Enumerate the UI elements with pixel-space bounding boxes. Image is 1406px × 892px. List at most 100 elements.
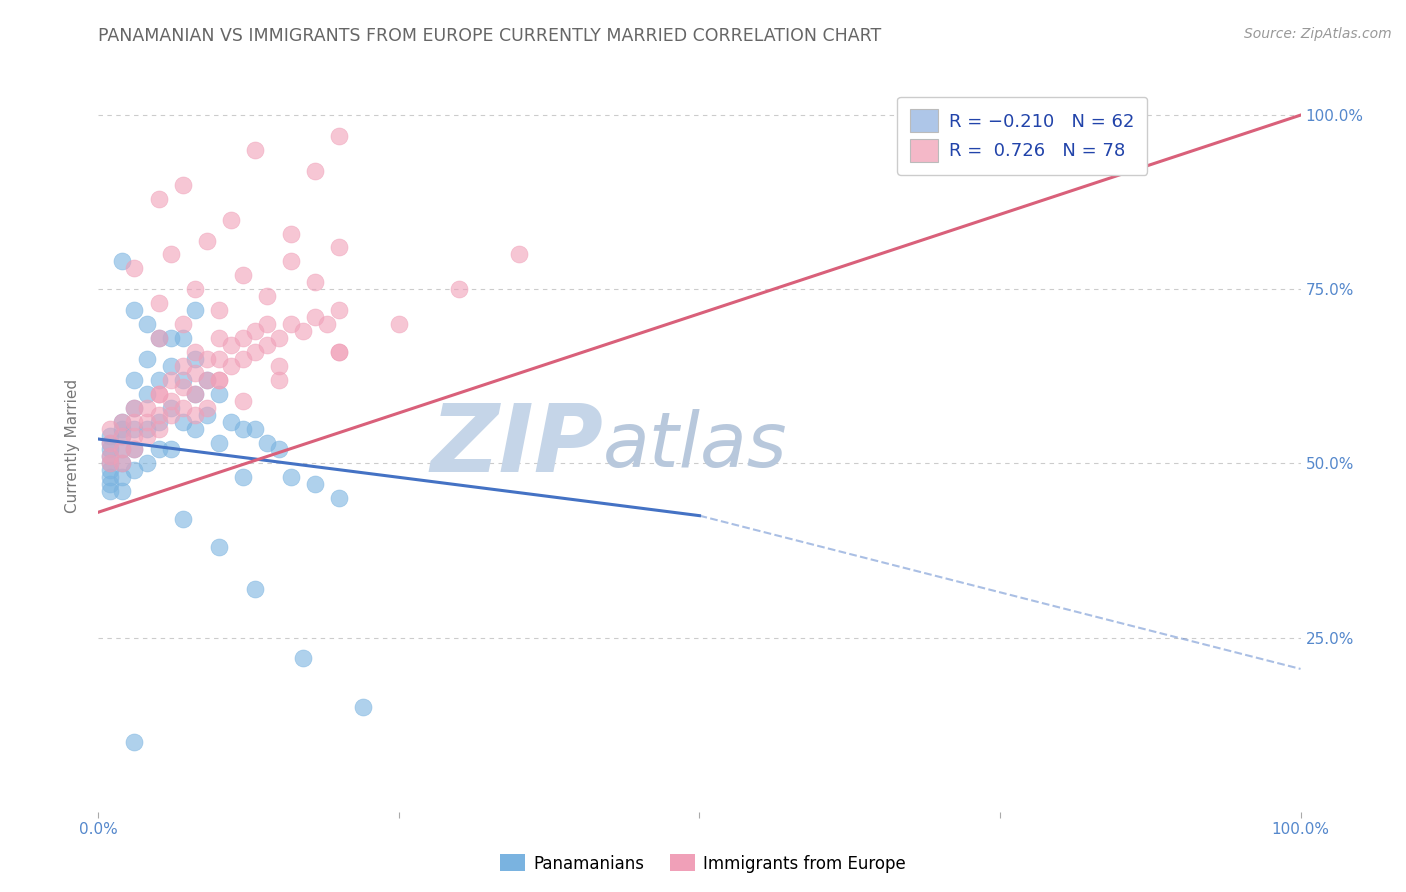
Point [124, 442, 146, 457]
Point [183, 282, 205, 296]
Point [124, 463, 146, 477]
Point [124, 428, 146, 442]
Point [100, 463, 122, 477]
Point [172, 359, 194, 373]
Point [280, 227, 302, 241]
Point [243, 582, 266, 596]
Point [124, 442, 146, 457]
Point [100, 457, 122, 471]
Legend: Panamanians, Immigrants from Europe: Panamanians, Immigrants from Europe [494, 847, 912, 880]
Point [172, 317, 194, 331]
Point [135, 401, 157, 415]
Point [148, 296, 170, 310]
Text: PANAMANIAN VS IMMIGRANTS FROM EUROPE CURRENTLY MARRIED CORRELATION CHART: PANAMANIAN VS IMMIGRANTS FROM EUROPE CUR… [98, 27, 882, 45]
Point [124, 373, 146, 387]
Point [304, 164, 326, 178]
Point [195, 408, 218, 422]
Point [195, 401, 218, 415]
Text: ZIP: ZIP [430, 400, 603, 492]
Point [328, 491, 350, 506]
Point [111, 484, 134, 499]
Point [280, 254, 302, 268]
Point [159, 331, 181, 345]
Point [267, 331, 290, 345]
Point [159, 373, 181, 387]
Point [291, 324, 314, 338]
Point [508, 247, 530, 261]
Point [328, 240, 350, 254]
Point [219, 415, 242, 429]
Point [148, 421, 170, 435]
Point [183, 303, 205, 318]
Point [159, 359, 181, 373]
Point [388, 317, 411, 331]
Point [183, 421, 205, 435]
Point [232, 331, 254, 345]
Point [280, 317, 302, 331]
Y-axis label: Currently Married: Currently Married [65, 379, 80, 513]
Point [328, 128, 350, 143]
Point [172, 512, 194, 526]
Point [172, 178, 194, 192]
Point [232, 421, 254, 435]
Point [124, 401, 146, 415]
Point [135, 421, 157, 435]
Point [111, 254, 134, 268]
Point [183, 386, 205, 401]
Point [208, 373, 231, 387]
Point [111, 442, 134, 457]
Point [243, 421, 266, 435]
Point [328, 303, 350, 318]
Point [148, 373, 170, 387]
Point [135, 351, 157, 366]
Point [447, 282, 470, 296]
Point [208, 331, 231, 345]
Point [148, 386, 170, 401]
Point [159, 408, 181, 422]
Point [256, 317, 278, 331]
Point [243, 345, 266, 359]
Point [232, 393, 254, 408]
Point [111, 428, 134, 442]
Point [111, 442, 134, 457]
Point [124, 735, 146, 749]
Point [183, 408, 205, 422]
Point [328, 345, 350, 359]
Point [267, 359, 290, 373]
Point [124, 261, 146, 276]
Point [267, 442, 290, 457]
Point [208, 303, 231, 318]
Point [111, 415, 134, 429]
Point [352, 700, 374, 714]
Point [100, 428, 122, 442]
Point [111, 421, 134, 435]
Text: Source: ZipAtlas.com: Source: ZipAtlas.com [1244, 27, 1392, 41]
Point [183, 366, 205, 380]
Point [172, 331, 194, 345]
Point [111, 470, 134, 484]
Point [243, 143, 266, 157]
Point [135, 428, 157, 442]
Point [100, 470, 122, 484]
Point [159, 442, 181, 457]
Point [124, 303, 146, 318]
Point [183, 351, 205, 366]
Point [219, 212, 242, 227]
Point [256, 338, 278, 352]
Point [100, 442, 122, 457]
Point [148, 415, 170, 429]
Point [195, 373, 218, 387]
Text: atlas: atlas [603, 409, 787, 483]
Point [148, 386, 170, 401]
Point [111, 457, 134, 471]
Point [148, 331, 170, 345]
Point [100, 421, 122, 435]
Point [208, 386, 231, 401]
Point [124, 401, 146, 415]
Point [124, 415, 146, 429]
Point [172, 415, 194, 429]
Legend: R = −0.210   N = 62, R =  0.726   N = 78: R = −0.210 N = 62, R = 0.726 N = 78 [897, 96, 1147, 175]
Point [135, 457, 157, 471]
Point [243, 324, 266, 338]
Point [183, 345, 205, 359]
